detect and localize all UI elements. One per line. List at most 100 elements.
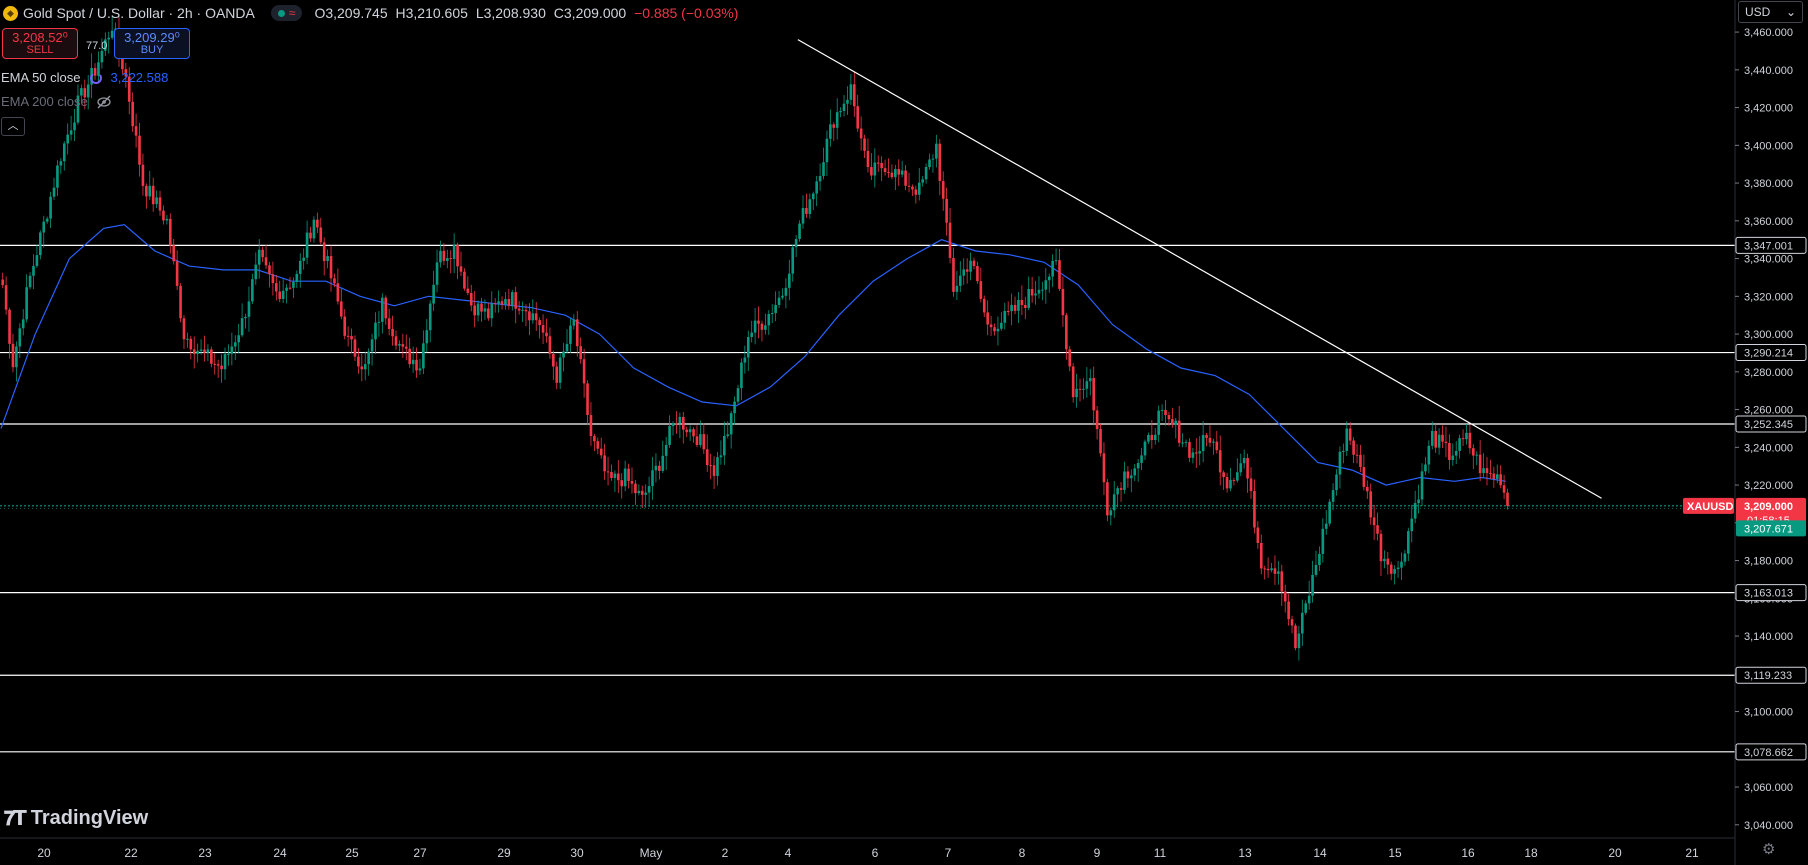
candle-body: [982, 298, 986, 313]
candle-body: [1420, 471, 1424, 500]
candle-body: [634, 483, 637, 494]
candle-body: [1194, 452, 1198, 454]
candle-body: [986, 312, 989, 325]
candle-body: [606, 471, 610, 473]
gold-coin-icon: ◆: [3, 5, 18, 21]
y-tick-label: 3,300.000: [1744, 329, 1793, 341]
candle-body: [1239, 463, 1243, 473]
candle-body: [911, 186, 914, 190]
collapse-legend-button[interactable]: ︿: [1, 117, 25, 136]
ema50-legend[interactable]: EMA 50 close 3,222.588: [1, 70, 168, 85]
candle-body: [507, 298, 511, 306]
candle-body: [1352, 440, 1355, 455]
level-tag-label: 3,347.001: [1744, 240, 1793, 252]
candle-body: [56, 165, 59, 188]
candle-body: [196, 350, 199, 354]
candle-body: [548, 336, 552, 354]
candle-body: [401, 344, 405, 347]
candle-body: [500, 301, 504, 305]
candle-body: [658, 465, 661, 471]
candle-body: [278, 291, 282, 300]
candle-body: [788, 273, 791, 288]
candle-body: [849, 84, 853, 100]
x-tick-label: 2: [722, 846, 729, 860]
candle-body: [801, 207, 805, 224]
candle-body: [917, 182, 921, 195]
market-status[interactable]: ≈: [270, 5, 303, 21]
candle-body: [914, 189, 918, 195]
candle-body: [856, 106, 860, 129]
candle-body: [411, 359, 415, 365]
candle-body: [1331, 490, 1335, 502]
candle-body: [4, 285, 8, 310]
candle-body: [422, 343, 425, 369]
candle-body: [1242, 458, 1246, 464]
candle-body: [675, 423, 678, 425]
candle-body: [1270, 568, 1273, 571]
candle-body: [699, 434, 702, 446]
level-tag-label: 3,290.214: [1744, 348, 1793, 360]
candle-body: [1355, 454, 1359, 456]
level-tag-bg: [1735, 415, 1807, 433]
candle-body: [729, 413, 733, 435]
candle-body: [316, 219, 319, 228]
settings-gear-icon[interactable]: ⚙: [1762, 841, 1776, 858]
candle-body: [425, 330, 429, 344]
candle-body: [1396, 567, 1400, 570]
candle-body: [302, 257, 305, 261]
level-tag-bg: [1735, 236, 1807, 254]
candle-body: [237, 335, 240, 343]
candle-body: [1424, 464, 1427, 472]
candle-body: [924, 167, 928, 180]
candle-body: [490, 303, 494, 319]
candle-body: [589, 414, 593, 437]
candle-body: [979, 281, 983, 299]
candle-body: [774, 304, 777, 314]
candle-body: [1184, 442, 1188, 444]
candle-body: [83, 88, 87, 98]
current-price-tag-bg: [1736, 497, 1806, 528]
candle-body: [1283, 591, 1287, 602]
candle-body: [408, 348, 411, 365]
candle-body: [179, 285, 182, 319]
sell-button[interactable]: 3,208.52⁰ SELL: [2, 28, 78, 59]
candle-body: [1047, 276, 1051, 281]
chart-header: ◆ Gold Spot / U.S. Dollar · 2h · OANDA ≈…: [0, 3, 742, 23]
currency-select[interactable]: USD ⌄: [1738, 1, 1803, 23]
x-tick-label: 23: [198, 846, 212, 860]
symbol-title[interactable]: Gold Spot / U.S. Dollar · 2h · OANDA: [23, 5, 255, 21]
candle-body: [866, 150, 870, 168]
candle-body: [627, 468, 630, 482]
candle-body: [1082, 388, 1085, 390]
candle-body: [1044, 280, 1048, 290]
candle-body: [572, 319, 576, 326]
y-tick-label: 3,340.000: [1744, 254, 1793, 266]
candle-body: [1017, 300, 1020, 311]
candle-body: [798, 223, 801, 240]
x-tick-label: 30: [570, 846, 584, 860]
candle-body: [261, 249, 264, 258]
candle-body: [723, 435, 726, 456]
candle-body: [753, 320, 757, 333]
candle-body: [702, 434, 706, 450]
buy-button[interactable]: 3,209.29⁰ BUY: [114, 28, 190, 59]
candle-body: [586, 383, 589, 415]
candle-body: [1362, 467, 1366, 487]
candle-body: [148, 185, 152, 197]
candle-body: [794, 239, 798, 248]
candle-body: [620, 480, 624, 487]
candle-body: [1112, 494, 1116, 511]
eye-hidden-icon[interactable]: [96, 95, 112, 109]
candle-body: [1451, 455, 1455, 460]
candle-body: [815, 181, 818, 194]
candle-body: [1410, 518, 1414, 532]
tradingview-icon: 𝟕𝗧: [4, 808, 27, 830]
candle-body: [1502, 485, 1506, 493]
ema200-legend[interactable]: EMA 200 close: [1, 94, 112, 109]
candle-body: [18, 328, 22, 347]
candle-body: [110, 30, 114, 38]
candle-body: [309, 232, 312, 239]
candle-body: [613, 473, 617, 478]
candle-body: [757, 320, 760, 324]
